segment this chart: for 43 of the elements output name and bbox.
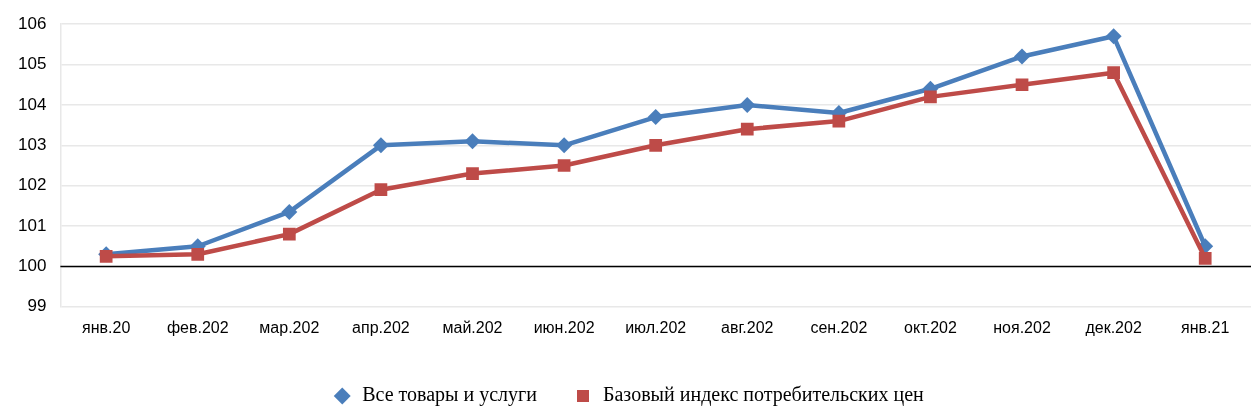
- y-tick-label: 99: [27, 296, 47, 316]
- x-tick-label: янв.20: [82, 318, 131, 336]
- point: [372, 137, 389, 154]
- point: [1015, 78, 1029, 92]
- y-tick-label: 102: [17, 175, 47, 195]
- x-tick-label: мар.202: [259, 318, 320, 336]
- y-tick-label: 106: [17, 13, 47, 33]
- point: [739, 96, 756, 113]
- point: [191, 247, 205, 261]
- point: [282, 227, 296, 241]
- point: [557, 159, 571, 172]
- point: [740, 122, 754, 136]
- point: [1107, 66, 1120, 80]
- legend-label: Все товары и услуги: [362, 383, 538, 407]
- x-tick-label: ноя.202: [993, 318, 1051, 336]
- point: [832, 114, 846, 128]
- y-tick-label: 105: [17, 54, 47, 74]
- x-tick-label: май.202: [442, 318, 503, 336]
- point: [374, 183, 388, 197]
- x-tick-label: янв.21: [1181, 318, 1230, 336]
- point: [556, 137, 573, 154]
- x-tick-label: окт.202: [904, 318, 957, 336]
- y-tick-label: 104: [17, 94, 47, 114]
- legend-label: Базовый индекс потребительских цен: [603, 383, 925, 407]
- x-tick-label: сен.202: [810, 318, 868, 336]
- point: [1014, 48, 1031, 65]
- point: [464, 133, 481, 150]
- x-tick-label: дек.202: [1085, 318, 1142, 336]
- x-tick-label: авг.202: [721, 318, 774, 336]
- y-tick-label: 100: [17, 256, 47, 276]
- x-tick-label: апр.202: [352, 318, 410, 336]
- x-tick-label: фев.202: [166, 318, 229, 336]
- x-tick-label: июн.202: [533, 318, 595, 336]
- y-tick-label: 103: [17, 135, 47, 154]
- point: [647, 109, 664, 126]
- point: [649, 138, 663, 152]
- x-tick-label: июл.202: [625, 318, 687, 336]
- point: [281, 203, 298, 220]
- point: [1105, 28, 1122, 45]
- point: [466, 167, 479, 180]
- y-tick-label: 101: [17, 215, 47, 235]
- point: [1198, 251, 1212, 265]
- point: [924, 90, 937, 104]
